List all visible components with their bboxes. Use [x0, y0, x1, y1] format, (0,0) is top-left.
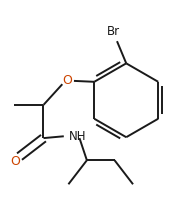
- Text: Br: Br: [107, 25, 120, 37]
- Text: O: O: [10, 155, 20, 168]
- Text: O: O: [62, 74, 72, 87]
- Text: NH: NH: [69, 130, 87, 143]
